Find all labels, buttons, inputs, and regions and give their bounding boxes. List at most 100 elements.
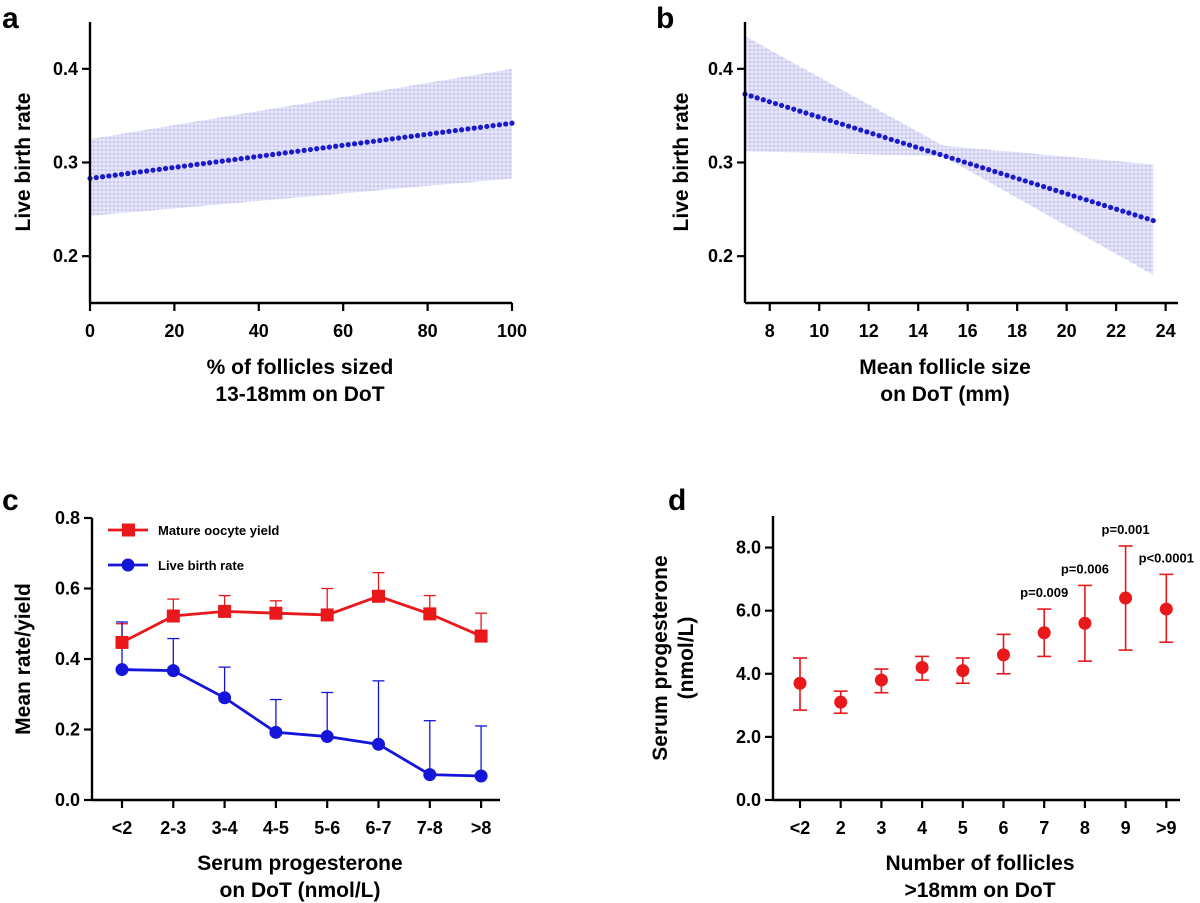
regression-dot [288,149,295,155]
regression-dot [1004,172,1010,178]
regression-dot [270,151,276,158]
a-x-tick-label: 100 [497,321,527,341]
regression-dot [188,162,194,168]
regression-dot [263,152,269,158]
regression-dot [175,164,181,170]
d-x-tick-label: >9 [1156,818,1177,838]
regression-dot [301,147,307,153]
b-x-tick-label: 10 [809,321,829,341]
regression-dot [427,131,433,137]
confidence-band [90,68,512,216]
d-y-tick-label: 6.0 [736,601,761,621]
d-x-tick-label: 3 [876,818,886,838]
regression-dot [754,95,760,101]
d-y-tick-label: 0.0 [736,790,761,810]
regression-dot [888,136,894,143]
regression-dot [772,100,779,107]
regression-dot [414,132,421,139]
regression-dot [980,165,986,171]
regression-dot [351,141,358,147]
c-y-tick-label: 0.2 [55,720,80,740]
panel-letter-a: a [2,2,19,35]
d-x-tick-label: <2 [790,818,811,838]
regression-dot [827,117,833,124]
d-x-tick-label: 8 [1080,818,1090,838]
b-y-tick-label: 0.2 [708,246,733,266]
b-x-tick-label: 8 [765,321,775,341]
p-value-annotation: p<0.0001 [1139,550,1194,565]
regression-dot [778,102,785,109]
d-y-tick-label: 4.0 [736,664,761,684]
regression-dot [906,142,913,148]
data-point-square [166,609,180,623]
d-x-tick-label: 6 [998,818,1008,838]
regression-dot [839,121,846,127]
regression-dot [845,123,852,129]
panel-letter-c: c [2,484,19,517]
data-point-circle [423,768,437,782]
data-point-circle [115,663,129,677]
regression-dot [833,119,840,126]
d-x-tick-label: 9 [1121,818,1131,838]
regression-dot [797,108,803,114]
d-y-axis-title: (nmol/L) [675,617,698,700]
regression-dot [307,146,314,153]
regression-dot [1083,197,1089,203]
a-y-tick-label: 0.3 [53,153,78,173]
regression-dot [402,134,408,140]
regression-dot [106,173,112,179]
data-point-square [320,608,334,622]
a-y-axis-title: Live birth rate [12,93,35,232]
d-y-tick-label: 2.0 [736,727,761,747]
regression-dot [440,129,446,135]
regression-dot [477,124,484,130]
data-point-square [372,589,385,603]
regression-dot [446,128,452,135]
regression-dot [345,142,351,148]
b-x-tick-label: 16 [958,321,978,341]
regression-dot [459,127,465,133]
regression-dot [251,154,257,160]
regression-dot [333,143,339,149]
regression-dot [232,156,238,163]
regression-dot [490,123,496,129]
b-x-tick-label: 14 [908,321,928,341]
regression-dot [496,122,503,128]
a-x-axis-title: 13-18mm on DoT [215,383,384,406]
regression-dot [131,170,137,176]
regression-dot [1089,199,1095,205]
data-point-circle [269,725,283,739]
legend-circle-marker [121,558,135,572]
data-point-square [474,629,488,643]
regression-dot [213,159,219,165]
b-y-tick-label: 0.4 [708,59,733,79]
data-point [1119,591,1133,605]
data-point-square [218,604,232,618]
regression-dot [320,145,326,151]
data-point [793,676,807,690]
regression-dot [389,136,395,142]
regression-dot [162,165,169,172]
regression-dot [509,120,515,126]
regression-dot [1120,208,1126,214]
data-point-square [115,635,129,649]
regression-dot [377,137,383,144]
regression-dot [225,157,232,163]
data-point [874,673,888,687]
data-point-circle [320,730,334,744]
regression-dot [421,132,427,138]
regression-dot [1095,200,1102,207]
regression-dot [894,138,900,144]
regression-dot [766,99,772,105]
regression-dot [852,125,858,131]
regression-dot [314,146,320,152]
data-point [997,648,1010,662]
regression-dot [1132,212,1138,218]
regression-dot [809,112,815,118]
c-x-tick-label: <2 [112,818,133,838]
b-y-axis-title: Live birth rate [670,93,693,232]
series-line [121,594,482,644]
b-x-tick-label: 20 [1057,321,1077,341]
p-value-annotation: p=0.009 [1020,585,1068,600]
